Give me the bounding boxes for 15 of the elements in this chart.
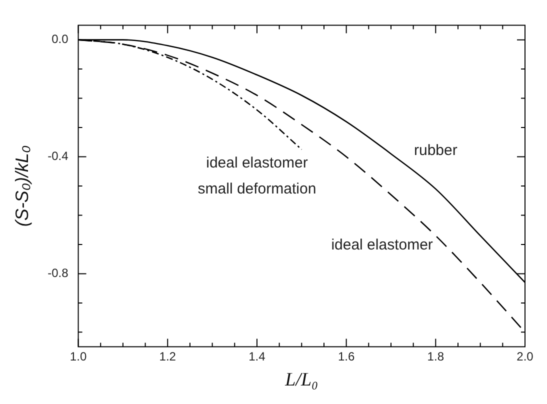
x-tick-label: 1.6	[338, 349, 355, 364]
x-tick-label: 1.2	[159, 349, 176, 364]
annotation: ideal elastomer	[331, 236, 433, 254]
x-axis-title: L/L₀	[284, 370, 318, 391]
annotation: ideal elastomer	[206, 154, 308, 172]
x-tick-label: 1.0	[70, 349, 87, 364]
x-tick-label: 1.8	[427, 349, 444, 364]
y-tick-label: -0.4	[48, 149, 69, 164]
x-tick-label: 1.4	[248, 349, 266, 364]
y-axis-title: (S-S₀)/kL₀	[12, 145, 32, 227]
y-tick-label: -0.8	[48, 266, 69, 280]
y-tick-label: 0.0	[52, 32, 69, 46]
annotation: rubber	[414, 142, 458, 159]
annotation: small deformation	[198, 180, 316, 198]
x-tick-label: 2.0	[516, 349, 534, 364]
